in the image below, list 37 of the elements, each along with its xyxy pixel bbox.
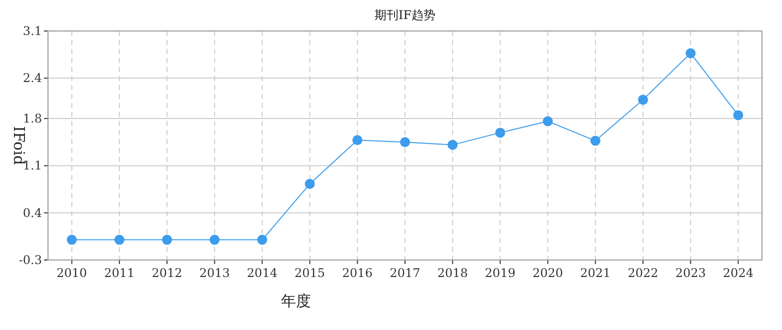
x-tick-label: 2016	[342, 266, 373, 280]
y-tick-label: 3.1	[22, 24, 42, 38]
y-tick-label: 1.8	[22, 112, 42, 126]
point	[400, 137, 410, 148]
point	[257, 234, 268, 245]
x-axis-title: 年度	[281, 292, 311, 310]
point	[542, 116, 553, 126]
point	[495, 128, 506, 138]
point	[638, 94, 648, 105]
point	[162, 234, 172, 245]
x-tick-label: 2023	[675, 266, 706, 280]
y-tick-label: 2.4	[22, 71, 42, 86]
x-tick-label: 2022	[628, 266, 658, 280]
point	[590, 136, 600, 146]
y-tick-label: 0.4	[22, 206, 42, 220]
x-tick-label: 2011	[104, 266, 135, 280]
point	[352, 135, 362, 146]
x-tick-label: 2019	[484, 266, 516, 280]
x-tick-label: 2010	[56, 266, 88, 280]
x-tick-label: 2014	[246, 266, 278, 280]
point	[686, 48, 696, 58]
point	[448, 140, 458, 150]
x-tick-label: 2021	[580, 266, 611, 280]
point	[304, 178, 315, 189]
x-tick-label: 2018	[437, 266, 468, 280]
x-tick-label: 2012	[152, 266, 182, 280]
point	[210, 234, 220, 245]
point	[114, 234, 124, 245]
x-tick-label: 2020	[532, 266, 564, 280]
x-tick-label: 2017	[390, 266, 420, 280]
x-tick-label: 2024	[722, 266, 754, 280]
y-tick-label: -0.3	[18, 253, 42, 267]
chart-title: 期刊IF趋势	[374, 8, 436, 22]
point	[733, 110, 744, 120]
point	[66, 234, 77, 245]
x-tick-label: 2013	[199, 266, 230, 280]
x-tick-label: 2015	[294, 266, 326, 280]
